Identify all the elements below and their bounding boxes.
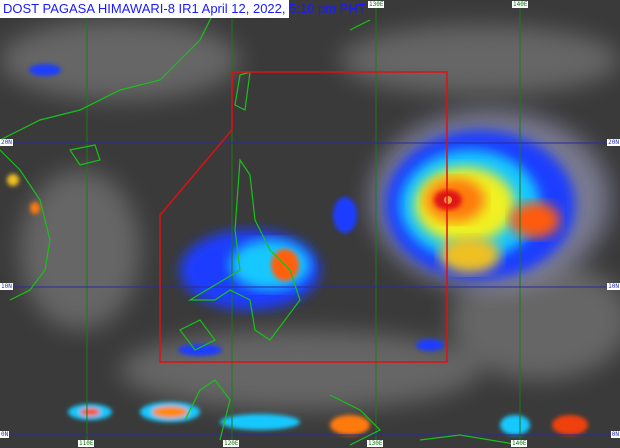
longitude-label-120e: 120E — [223, 440, 240, 447]
southern-convection — [7, 64, 588, 435]
longitude-label-130e: 130E — [367, 440, 384, 447]
longitude-label-130e-top: 130E — [368, 1, 385, 8]
latitude-label-10n-right: 10N — [607, 283, 620, 290]
latitude-label-0n-right: 0N — [610, 431, 620, 438]
latitude-label-20n-right: 20N — [607, 139, 620, 146]
longitude-label-110e: 110E — [78, 440, 95, 447]
latitude-label-20n-left: 20N — [0, 139, 13, 146]
latitude-label-0n-left: 0N — [0, 431, 10, 438]
longitude-label-140e: 140E — [511, 440, 528, 447]
typhoon-cloud-system — [370, 110, 610, 290]
latitude-label-10n-left: 10N — [0, 283, 13, 290]
par-boundary — [159, 71, 448, 363]
image-title: DOST PAGASA HIMAWARI-8 IR1 April 12, 202… — [0, 0, 366, 18]
philippine-cloud-system — [180, 197, 357, 310]
longitude-label-140e-top: 140E — [512, 1, 529, 8]
gray-cloud-cover — [0, 20, 620, 410]
